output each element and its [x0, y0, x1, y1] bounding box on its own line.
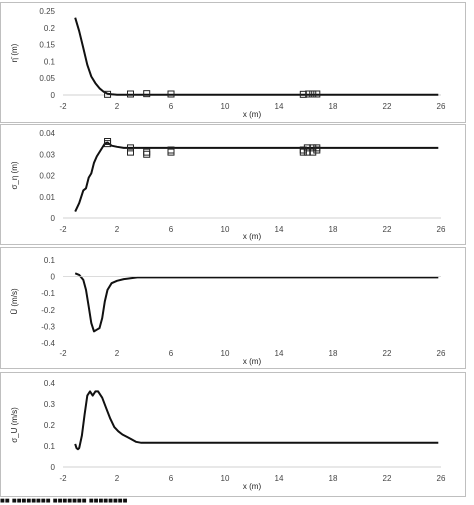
x-tick-label: 6 [169, 474, 174, 483]
data-point-marker [313, 90, 321, 98]
x-tick-label: 6 [169, 225, 174, 234]
x-tick-label: 10 [221, 349, 230, 358]
x-axis-label: x (m) [243, 482, 262, 491]
chart-panel-mean-elevation: -2 2 6 10 14 18 22 26 0 0.05 0.1 0.15 0.2 0.25 x (m) η̄… [0, 2, 466, 123]
x-tick-label: -2 [59, 225, 67, 234]
series-line [74, 141, 439, 213]
y-tick-label: 0.2 [44, 24, 56, 33]
x-tick-label: 26 [437, 349, 446, 358]
y-tick-label: -0.1 [41, 289, 55, 298]
x-tick-label: 2 [115, 102, 120, 111]
caption-cropped-fragment: ■■ ■■■■■■■■ ■■■■■■■ ■■■■■■■■ [0, 497, 128, 505]
y-axis-label: σ_U (m/s) [10, 407, 19, 443]
x-tick-label: 18 [329, 349, 338, 358]
chart-mean-velocity: -2 2 6 10 14 18 22 260.10-0.1-0.2-0.3-0.4x (m)Ū… [10, 256, 446, 366]
x-tick-label: -2 [59, 474, 67, 483]
y-tick-label: 0.1 [44, 442, 56, 451]
x-tick-label: 10 [221, 102, 230, 111]
series-line [74, 390, 439, 451]
y-tick-label: 0.02 [39, 172, 55, 181]
data-point-marker [127, 90, 134, 98]
x-tick-label: 22 [383, 474, 392, 483]
y-axis-label: η̄ (m) [10, 43, 19, 62]
x-tick-label: 14 [275, 474, 284, 483]
y-tick-label: -0.3 [41, 322, 55, 331]
y-tick-label: 0.05 [39, 74, 55, 83]
x-tick-label: -2 [59, 102, 67, 111]
y-tick-label: 0.3 [44, 400, 56, 409]
y-tick-label: 0.1 [44, 256, 56, 265]
x-tick-label: 26 [437, 474, 446, 483]
data-point-marker [127, 144, 134, 152]
y-tick-label: 0 [51, 214, 56, 223]
data-point-marker [309, 148, 317, 156]
y-axis-label: σ_η (m) [10, 161, 19, 189]
data-point-marker [309, 90, 317, 98]
y-tick-label: -0.2 [41, 306, 55, 315]
chart-panel-elevation-std: -2 2 6 10 14 18 22 26 0 0.01 0.02 0.03 0.04 x (m) σ_η … [0, 124, 466, 245]
data-point-marker [104, 90, 112, 98]
y-tick-label: 0.1 [44, 57, 56, 66]
x-tick-label: 18 [329, 474, 338, 483]
data-point-marker [143, 148, 151, 156]
y-tick-label: 0.2 [44, 421, 56, 430]
y-tick-label: 0 [51, 273, 56, 282]
y-tick-label: 0.01 [39, 193, 55, 202]
x-tick-label: 2 [115, 349, 120, 358]
x-axis-label: x (m) [243, 110, 262, 119]
y-tick-label: 0.04 [39, 129, 55, 138]
data-point-marker [143, 150, 151, 158]
series-line [74, 272, 439, 333]
y-tick-label: 0.25 [39, 7, 55, 16]
data-point-marker [167, 148, 175, 156]
data-point-marker [143, 90, 151, 98]
data-point-marker [303, 144, 311, 152]
data-point-marker [305, 90, 313, 98]
data-point-marker [309, 144, 317, 152]
data-point-marker [104, 140, 112, 148]
y-tick-label: 0 [51, 91, 56, 100]
x-tick-label: 18 [329, 225, 338, 234]
x-tick-label: -2 [59, 349, 67, 358]
y-tick-label: 0.03 [39, 150, 55, 159]
x-tick-label: 22 [383, 225, 392, 234]
y-tick-label: -0.4 [41, 339, 55, 348]
y-tick-label: 0 [51, 463, 56, 472]
x-tick-label: 2 [115, 474, 120, 483]
x-tick-label: 14 [275, 102, 284, 111]
x-tick-label: 26 [437, 102, 446, 111]
x-tick-label: 14 [275, 225, 284, 234]
x-tick-label: 18 [329, 102, 338, 111]
x-tick-label: 6 [169, 102, 174, 111]
x-tick-label: 22 [383, 349, 392, 358]
x-tick-label: 10 [221, 474, 230, 483]
x-axis-label: x (m) [243, 357, 262, 366]
x-tick-label: 6 [169, 349, 174, 358]
chart-panel-mean-velocity: -2 2 6 10 14 18 22 26 0.1 0 -0.1 -0.2 -0.3 -0.4 x (m) Ū… [0, 247, 466, 369]
x-axis-label: x (m) [243, 232, 262, 241]
chart-panel-velocity-std: -2 2 6 10 14 18 22 26 0 0.1 0.2 0.3 0.4 x (m) σ_U (m/s… [0, 372, 466, 497]
y-axis-label: Ū (m/s) [10, 288, 19, 315]
data-point-marker [313, 146, 321, 154]
x-tick-label: 22 [383, 102, 392, 111]
figure-caption-cropped: ■■ ■■■■■■■■ ■■■■■■■ ■■■■■■■■ [0, 497, 474, 505]
data-point-marker [127, 148, 134, 156]
data-point-marker [167, 90, 175, 98]
y-tick-label: 0.4 [44, 379, 56, 388]
y-tick-label: 0.15 [39, 41, 55, 50]
data-point-marker [299, 90, 307, 98]
x-tick-label: 26 [437, 225, 446, 234]
x-tick-label: 10 [221, 225, 230, 234]
series-line [74, 17, 439, 96]
x-tick-label: 14 [275, 349, 284, 358]
x-tick-label: 2 [115, 225, 120, 234]
data-point-marker [299, 148, 307, 156]
data-point-marker [303, 148, 311, 156]
